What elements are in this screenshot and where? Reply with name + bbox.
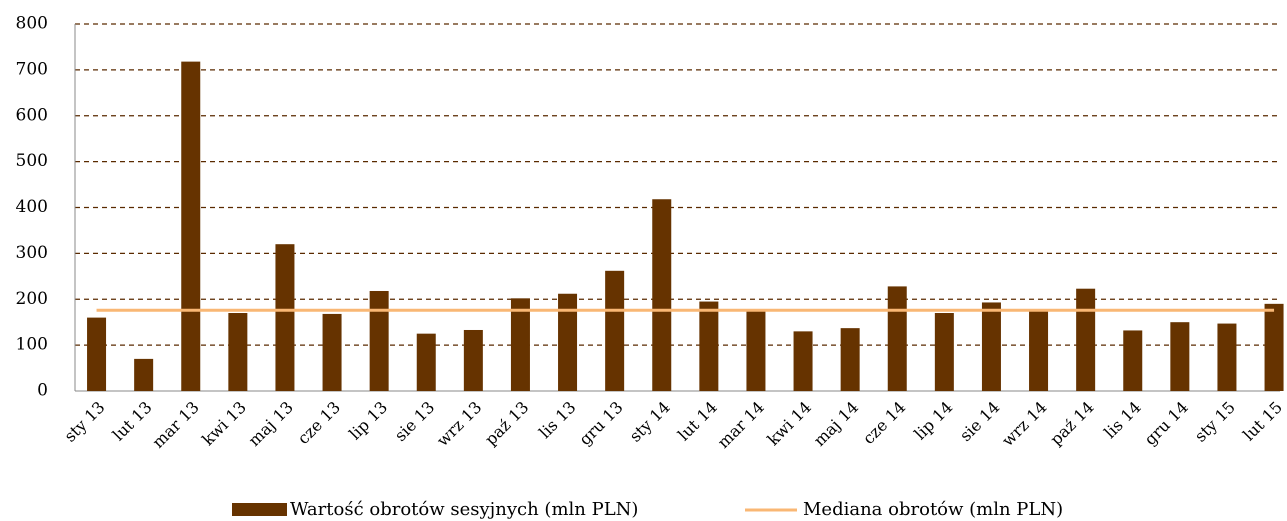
x-tick-label: lis 13 bbox=[535, 398, 579, 442]
bar bbox=[369, 290, 389, 391]
y-tick-label: 800 bbox=[16, 14, 48, 34]
x-tick-label: wrz 13 bbox=[433, 398, 485, 450]
y-tick-label: 400 bbox=[16, 197, 48, 217]
x-tick-label: sty 14 bbox=[626, 398, 674, 446]
bar bbox=[1029, 310, 1049, 391]
bar bbox=[793, 331, 813, 391]
y-tick-label: 700 bbox=[16, 59, 48, 79]
x-tick-label: lip 14 bbox=[910, 398, 956, 444]
x-tick-label: lip 13 bbox=[345, 398, 391, 444]
x-tick-label: cze 14 bbox=[859, 398, 909, 448]
bar bbox=[416, 333, 436, 391]
bar bbox=[840, 328, 860, 391]
x-tick-label: gru 14 bbox=[1140, 398, 1191, 449]
bar bbox=[1217, 323, 1237, 391]
x-tick-label: lut 15 bbox=[1239, 398, 1286, 445]
bar bbox=[463, 329, 483, 391]
x-tick-label: sty 15 bbox=[1191, 398, 1239, 446]
y-tick-label: 100 bbox=[16, 335, 48, 355]
bar bbox=[228, 313, 248, 391]
bar bbox=[510, 298, 530, 391]
y-tick-label: 600 bbox=[16, 105, 48, 125]
y-tick-label: 200 bbox=[16, 289, 48, 309]
x-tick-label: mar 14 bbox=[714, 398, 768, 452]
x-tick-label: maj 14 bbox=[810, 398, 862, 450]
x-tick-label: sty 13 bbox=[60, 398, 108, 446]
x-tick-label: paź 14 bbox=[1046, 398, 1097, 449]
y-tick-label: 300 bbox=[16, 243, 48, 263]
x-tick-label: wrz 14 bbox=[998, 398, 1050, 450]
legend-label: Wartość obrotów sesyjnych (mln PLN) bbox=[290, 499, 638, 520]
x-tick-label: sie 14 bbox=[956, 398, 1004, 446]
x-tick-label: sie 13 bbox=[391, 398, 439, 446]
x-tick-label: mar 13 bbox=[148, 398, 202, 452]
x-tick-label: cze 13 bbox=[294, 398, 344, 448]
bar bbox=[558, 293, 578, 391]
bar bbox=[181, 61, 201, 392]
x-tick-label: kwi 13 bbox=[198, 398, 250, 450]
legend-swatch bbox=[232, 503, 287, 516]
bar bbox=[887, 286, 907, 391]
bar bbox=[934, 313, 954, 391]
bar bbox=[1264, 303, 1284, 391]
bar bbox=[699, 301, 719, 391]
y-tick-label: 500 bbox=[16, 151, 48, 171]
bar bbox=[746, 310, 766, 391]
x-tick-label: maj 13 bbox=[245, 398, 297, 450]
x-tick-label: lis 14 bbox=[1100, 398, 1144, 442]
x-tick-label: paź 13 bbox=[481, 398, 532, 449]
bar bbox=[605, 270, 625, 391]
bar bbox=[275, 244, 295, 391]
y-tick-label: 0 bbox=[37, 381, 48, 401]
bar bbox=[1076, 288, 1096, 391]
bar bbox=[1170, 322, 1190, 391]
x-tick-label: kwi 14 bbox=[763, 398, 815, 450]
x-tick-label: gru 13 bbox=[575, 398, 626, 449]
legend-label: Mediana obrotów (mln PLN) bbox=[803, 499, 1063, 520]
bar bbox=[652, 199, 672, 391]
bar bbox=[1123, 330, 1143, 391]
bar bbox=[87, 317, 107, 391]
bar bbox=[981, 302, 1001, 391]
bar bbox=[134, 358, 154, 391]
bar bbox=[322, 313, 342, 391]
